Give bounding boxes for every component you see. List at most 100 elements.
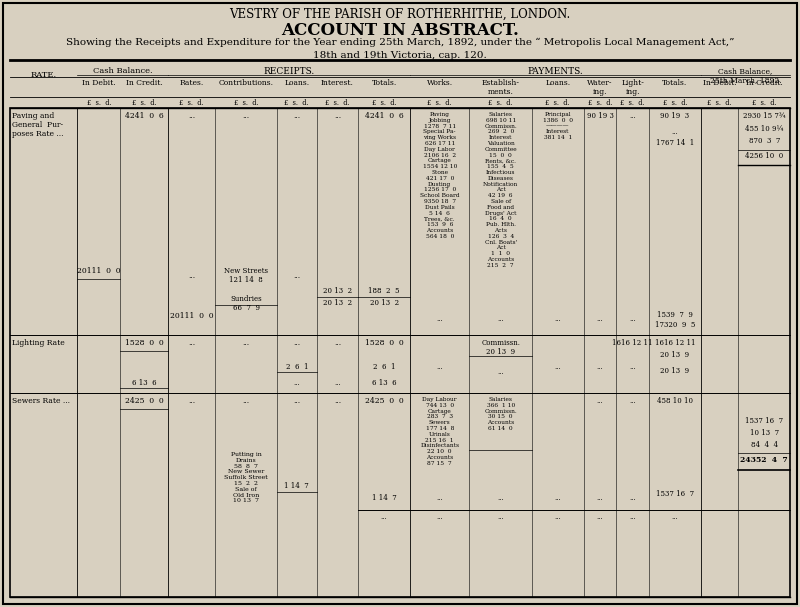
Text: 2  6  1: 2 6 1 — [373, 363, 395, 371]
Text: ACCOUNT IN ABSTRACT.: ACCOUNT IN ABSTRACT. — [281, 22, 519, 39]
Text: Sewers Rate ...: Sewers Rate ... — [12, 397, 70, 405]
Text: New Streets
121 14  8

Sundries
66  7  9: New Streets 121 14 8 Sundries 66 7 9 — [224, 267, 268, 312]
Text: ...: ... — [630, 494, 636, 502]
Text: Cash Balance.: Cash Balance. — [93, 67, 153, 75]
Text: VESTRY OF THE PARISH OF ROTHERHITHE, LONDON.: VESTRY OF THE PARISH OF ROTHERHITHE, LON… — [230, 8, 570, 21]
Text: 1616 12 11: 1616 12 11 — [654, 339, 695, 347]
Text: 10 13  7: 10 13 7 — [750, 429, 778, 437]
Text: 18th and 19th Victoria, cap. 120.: 18th and 19th Victoria, cap. 120. — [313, 51, 487, 60]
Text: ...: ... — [188, 272, 195, 280]
Text: ...: ... — [630, 513, 636, 521]
Text: 6 13  6: 6 13 6 — [132, 379, 156, 387]
Text: 458 10 10: 458 10 10 — [657, 397, 693, 405]
Text: £  s.  d.: £ s. d. — [546, 99, 570, 107]
Text: ...: ... — [334, 379, 341, 387]
Text: Commissn.
20 13  9: Commissn. 20 13 9 — [482, 339, 520, 356]
Text: 1537 16  7: 1537 16 7 — [745, 417, 783, 425]
Text: 17320  9  5: 17320 9 5 — [654, 321, 695, 329]
Text: £  s.  d.: £ s. d. — [489, 99, 513, 107]
Text: RATE.: RATE. — [30, 71, 57, 79]
Text: 1 14  7: 1 14 7 — [372, 494, 397, 502]
Text: ...: ... — [630, 397, 636, 405]
Text: £  s.  d.: £ s. d. — [86, 99, 111, 107]
Text: 4256 10  0: 4256 10 0 — [745, 152, 783, 160]
Text: PAYMENTS.: PAYMENTS. — [527, 67, 583, 76]
Text: ...: ... — [334, 339, 341, 347]
Text: 20111  0  0: 20111 0 0 — [77, 267, 121, 275]
Text: Cash Balance,
25th March, 1892.: Cash Balance, 25th March, 1892. — [710, 67, 781, 84]
Text: 2  6  1: 2 6 1 — [286, 363, 308, 371]
Text: ...: ... — [597, 494, 603, 502]
Text: £  s.  d.: £ s. d. — [325, 99, 350, 107]
Text: In Credit.: In Credit. — [126, 79, 162, 87]
Text: 1616 12 11: 1616 12 11 — [613, 339, 653, 347]
Text: ...: ... — [294, 339, 300, 347]
Text: Contributions.: Contributions. — [218, 79, 274, 87]
Text: 24352  4  7: 24352 4 7 — [740, 456, 788, 464]
Text: Loans.: Loans. — [546, 79, 570, 87]
Text: 84  4  4: 84 4 4 — [750, 441, 778, 449]
Text: Light-
ing.: Light- ing. — [622, 79, 644, 96]
Text: £  s.  d.: £ s. d. — [588, 99, 612, 107]
Text: Lighting Rate: Lighting Rate — [12, 339, 65, 347]
Text: ...: ... — [554, 513, 561, 521]
Text: ...: ... — [498, 315, 504, 323]
Text: ...: ... — [597, 315, 603, 323]
Text: 2930 15 7¾: 2930 15 7¾ — [743, 112, 786, 120]
Text: 188  2  5: 188 2 5 — [368, 287, 400, 295]
Text: ...: ... — [188, 397, 195, 405]
Text: ...: ... — [334, 397, 341, 405]
Text: ...: ... — [294, 397, 300, 405]
Text: In Credit.: In Credit. — [746, 79, 782, 87]
Text: Day Labour
744 13  0
Cartage
283  7  3
Sewers
177 14  8
Urinals
215 16  1
Disinf: Day Labour 744 13 0 Cartage 283 7 3 Sewe… — [420, 397, 459, 466]
Text: ...: ... — [242, 397, 250, 405]
Text: 6 13  6: 6 13 6 — [372, 379, 397, 387]
Text: 2425  0  0: 2425 0 0 — [365, 397, 403, 405]
Text: ...: ... — [294, 379, 300, 387]
Text: 4241  0  6: 4241 0 6 — [365, 112, 403, 120]
Text: Showing the Receipts and Expenditure for the Year ending 25th March, 1892, under: Showing the Receipts and Expenditure for… — [66, 38, 734, 47]
Text: 455 10 9¼: 455 10 9¼ — [745, 125, 783, 133]
Text: RECEIPTS.: RECEIPTS. — [263, 67, 314, 76]
Text: Establish-
ments.: Establish- ments. — [482, 79, 520, 96]
Text: ...: ... — [436, 494, 443, 502]
Text: ...: ... — [597, 363, 603, 371]
Text: 1528  0  0: 1528 0 0 — [125, 339, 163, 347]
Text: ...: ... — [436, 363, 443, 371]
Text: 20 13  2: 20 13 2 — [370, 299, 398, 307]
Text: ...: ... — [294, 112, 300, 120]
Text: 1528  0  0: 1528 0 0 — [365, 339, 403, 347]
Text: 1 14  7: 1 14 7 — [285, 482, 309, 490]
Text: In Debit.: In Debit. — [702, 79, 736, 87]
Text: £  s.  d.: £ s. d. — [620, 99, 645, 107]
Text: ...: ... — [242, 339, 250, 347]
Text: ...: ... — [597, 513, 603, 521]
Text: ...: ... — [498, 513, 504, 521]
Text: ...: ... — [436, 513, 443, 521]
Text: ...: ... — [630, 363, 636, 371]
Text: ...: ... — [554, 315, 561, 323]
Text: Salaries
366  1 10
Commissn.
30 15  0
Accounts
61 14  0: Salaries 366 1 10 Commissn. 30 15 0 Acco… — [484, 397, 517, 431]
Text: £  s.  d.: £ s. d. — [427, 99, 452, 107]
Text: ...: ... — [242, 112, 250, 120]
Text: ...: ... — [630, 112, 636, 120]
Text: ...: ... — [554, 363, 561, 371]
Text: ...: ... — [498, 368, 504, 376]
Text: Paving and
General  Pur-
poses Rate ...: Paving and General Pur- poses Rate ... — [12, 112, 63, 138]
Bar — [10, 108, 790, 597]
Text: Totals.: Totals. — [662, 79, 687, 87]
Text: £  s.  d.: £ s. d. — [372, 99, 397, 107]
Text: Putting in
Drains
58  8  7
New Sewer
Suffolk Street
15  2  2
Sale of
Old Iron
10: Putting in Drains 58 8 7 New Sewer Suffo… — [224, 452, 268, 503]
Text: £  s.  d.: £ s. d. — [707, 99, 732, 107]
Text: Paving
Jobbing
1278  7 11
Special Pa-
ving Works
626 17 11
Day Labor
2106 16  2
: Paving Jobbing 1278 7 11 Special Pa- vin… — [420, 112, 459, 239]
Text: ...: ... — [188, 112, 195, 120]
Text: 20 13  9: 20 13 9 — [660, 367, 690, 375]
Text: £  s.  d.: £ s. d. — [662, 99, 687, 107]
Text: ...: ... — [597, 397, 603, 405]
Text: 90 19  3: 90 19 3 — [660, 112, 690, 120]
Text: 90 19 3: 90 19 3 — [586, 112, 614, 120]
Text: 1767 14  1: 1767 14 1 — [656, 139, 694, 147]
Text: 4241  0  6: 4241 0 6 — [125, 112, 163, 120]
Text: £  s.  d.: £ s. d. — [285, 99, 309, 107]
Text: £  s.  d.: £ s. d. — [234, 99, 258, 107]
